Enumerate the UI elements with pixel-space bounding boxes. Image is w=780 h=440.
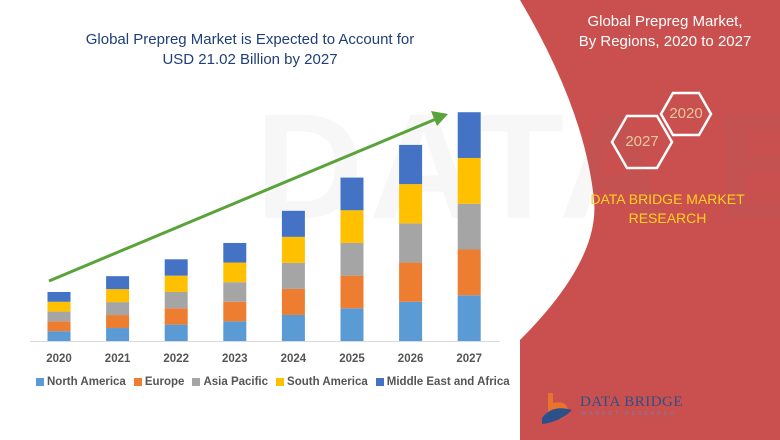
bar-segment-2026-3 [399,184,423,224]
legend-swatch [375,378,384,386]
bar-segment-2027-2 [457,203,481,250]
logo-subtext: MARKET RESEARCH [582,411,677,417]
bar-segment-2026-2 [399,223,423,263]
x-tick-label: 2022 [163,353,189,365]
x-tick-label: 2027 [456,353,482,365]
x-tick-label: 2026 [398,353,424,365]
hex-label-2020: 2020 [669,105,703,122]
legend-label: Middle East and Africa [386,376,510,388]
brand-line2: RESEARCH [628,210,707,226]
bar-segment-2023-0 [223,321,247,341]
bar-segment-2023-2 [223,282,247,302]
bar-segment-2021-3 [106,289,130,303]
legend-swatch [276,378,285,386]
chart-title-line2: USD 21.02 Billion by 2027 [162,51,338,68]
bar-segment-2024-4 [281,210,305,237]
bar-segment-2025-4 [340,177,364,211]
x-tick-label: 2025 [339,353,365,365]
bar-segment-2026-4 [399,144,423,185]
stacked-bar-chart: 2020 2021 2022 2023 2024 2025 2026 2027 [30,111,500,365]
bar-segment-2021-0 [106,328,130,341]
hexagon-2027 [610,114,674,170]
side-title-line2: By Regions, 2020 to 2027 [578,33,752,50]
trend-arrow-head [431,111,448,126]
legend-item: Middle East and Africa [375,376,510,388]
legend-item: Asia Pacific [192,376,268,388]
bar-segment-2022-3 [164,275,188,292]
logo-icon [542,393,572,424]
bar-segment-2020-2 [47,311,71,322]
legend-label: North America [47,376,126,388]
bar-segment-2027-1 [457,249,481,296]
x-tick-label: 2021 [105,353,131,365]
bar-segment-2020-1 [47,321,71,332]
legend-label: Asia Pacific [203,376,269,388]
legend-swatch [192,378,201,386]
legend-item: North America [36,376,126,388]
bar-segment-2026-1 [399,262,423,302]
chart-title-line1: Global Prepreg Market is Expected to Acc… [85,31,415,48]
bar-segment-2025-1 [340,275,364,309]
bar-segment-2023-1 [223,301,247,322]
bar-segment-2020-3 [47,301,71,312]
bar-segment-2021-4 [106,276,130,290]
bar-segment-2027-3 [457,157,481,204]
bar-segment-2022-2 [164,291,188,309]
bar-segment-2027-0 [457,295,481,341]
bar-segment-2024-1 [281,288,305,315]
side-title: Global Prepreg Market, By Regions, 2020 … [560,12,770,52]
bar-segment-2022-4 [164,259,188,276]
bar-segment-2025-2 [340,242,364,276]
bar-segment-2020-4 [47,291,71,302]
x-tick-label: 2020 [46,353,72,365]
legend-swatch [36,378,44,386]
x-tick-label: 2023 [222,353,248,365]
brand-name: DATA BRIDGE MARKET RESEARCH [580,190,755,228]
bar-segment-2024-2 [281,262,305,289]
bar-segment-2024-0 [281,314,305,341]
bar-segment-2021-2 [106,302,130,316]
side-title-line1: Global Prepreg Market, [587,13,743,30]
bar-segment-2027-4 [457,112,481,158]
bar-segment-2026-0 [399,301,423,341]
bar-segment-2025-3 [340,210,364,243]
bar-segment-2022-0 [164,324,188,341]
legend-item: Europe [133,376,185,388]
bar-segment-2023-3 [223,262,247,283]
brand-line1: DATA BRIDGE MARKET [590,191,745,207]
legend-label: Europe [144,376,185,388]
hex-label-2027: 2027 [625,133,659,150]
side-panel [520,0,780,440]
trend-arrow-line [48,117,437,283]
legend-swatch [133,378,142,386]
x-tick-label: 2024 [281,353,307,365]
bar-segment-2020-0 [47,331,71,341]
bar-segment-2023-4 [223,242,247,263]
legend-item: South America [276,376,368,388]
bar-segment-2022-1 [164,308,188,325]
hexagon-2020 [659,91,713,137]
legend-label: South America [287,376,368,388]
legend: North America Europe Asia Pacific South Ame… [36,376,510,388]
logo-text: DATA BRIDGE [580,394,684,410]
bar-segment-2021-1 [106,315,130,329]
bar-segment-2024-3 [281,236,305,263]
bar-segment-2025-0 [340,308,364,341]
